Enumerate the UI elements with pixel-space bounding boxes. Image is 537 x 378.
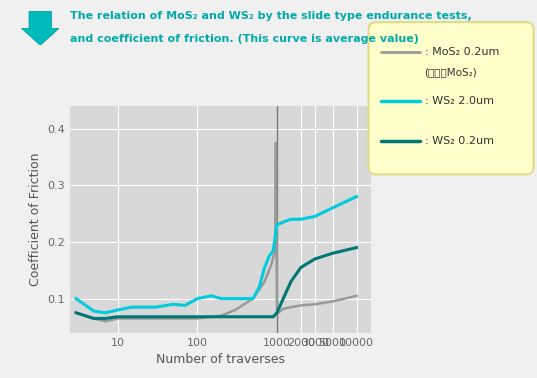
Text: (米国製MoS₂): (米国製MoS₂) (425, 67, 477, 77)
Text: : MoS₂ 0.2um: : MoS₂ 0.2um (425, 47, 499, 57)
Polygon shape (21, 11, 59, 45)
FancyBboxPatch shape (368, 22, 534, 174)
Text: and coefficient of friction. (This curve is average value): and coefficient of friction. (This curve… (70, 34, 419, 44)
Text: : WS₂ 0.2um: : WS₂ 0.2um (425, 136, 494, 146)
X-axis label: Number of traverses: Number of traverses (156, 353, 285, 366)
Text: : WS₂ 2.0um: : WS₂ 2.0um (425, 96, 494, 106)
Y-axis label: Coefficient of Friction: Coefficient of Friction (28, 152, 42, 286)
Text: The relation of MoS₂ and WS₂ by the slide type endurance tests,: The relation of MoS₂ and WS₂ by the slid… (70, 11, 471, 21)
